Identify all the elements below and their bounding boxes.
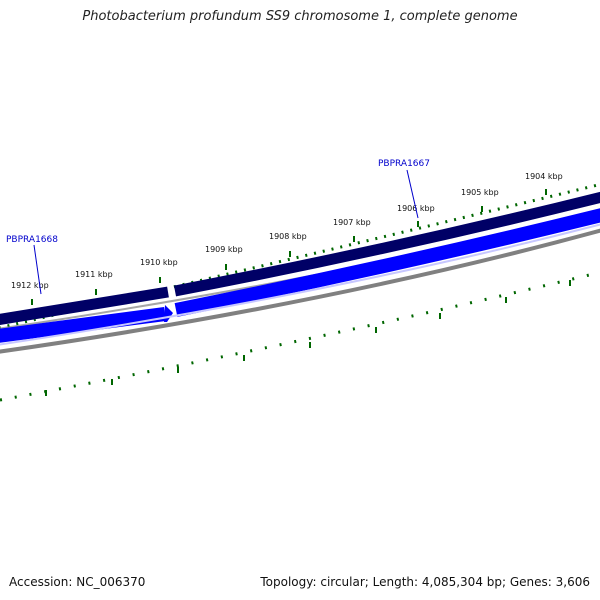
forward-gene-segment-1667 — [173, 191, 600, 297]
gene-leader-line — [33, 244, 42, 295]
scale-label: 1910 kbp — [140, 258, 178, 267]
scale-label: 1904 kbp — [525, 172, 563, 181]
scale-label: 1909 kbp — [205, 245, 243, 254]
forward-gene-segment-1668 — [0, 286, 169, 325]
major-ticks — [31, 189, 547, 305]
scale-label: 1907 kbp — [333, 218, 371, 227]
genome-tracks — [0, 182, 600, 402]
gene-labels: PBPRA1668 PBPRA1667 — [6, 159, 430, 295]
accession-text: Accession: NC_006370 — [9, 575, 146, 589]
scale-label: 1908 kbp — [269, 232, 307, 241]
reverse-gene-segment-right — [174, 208, 600, 317]
gene-label-pbpra1667: PBPRA1667 — [378, 159, 430, 169]
inner-major-ticks — [45, 280, 571, 396]
gene-leader-line — [406, 169, 419, 219]
gene-label-pbpra1668: PBPRA1668 — [6, 235, 58, 245]
scale-label: 1912 kbp — [11, 281, 49, 290]
reverse-gene-arrowhead — [164, 305, 173, 322]
scale-label: 1905 kbp — [461, 188, 499, 197]
map-title: Photobacterium profundum SS9 chromosome … — [82, 9, 518, 24]
reverse-gene-segment-left — [0, 307, 166, 343]
backbone-ring — [0, 228, 600, 354]
scale-label: 1911 kbp — [75, 270, 113, 279]
reverse-gene-highlight — [0, 223, 600, 346]
topology-text: Topology: circular; Length: 4,085,304 bp… — [260, 575, 590, 589]
